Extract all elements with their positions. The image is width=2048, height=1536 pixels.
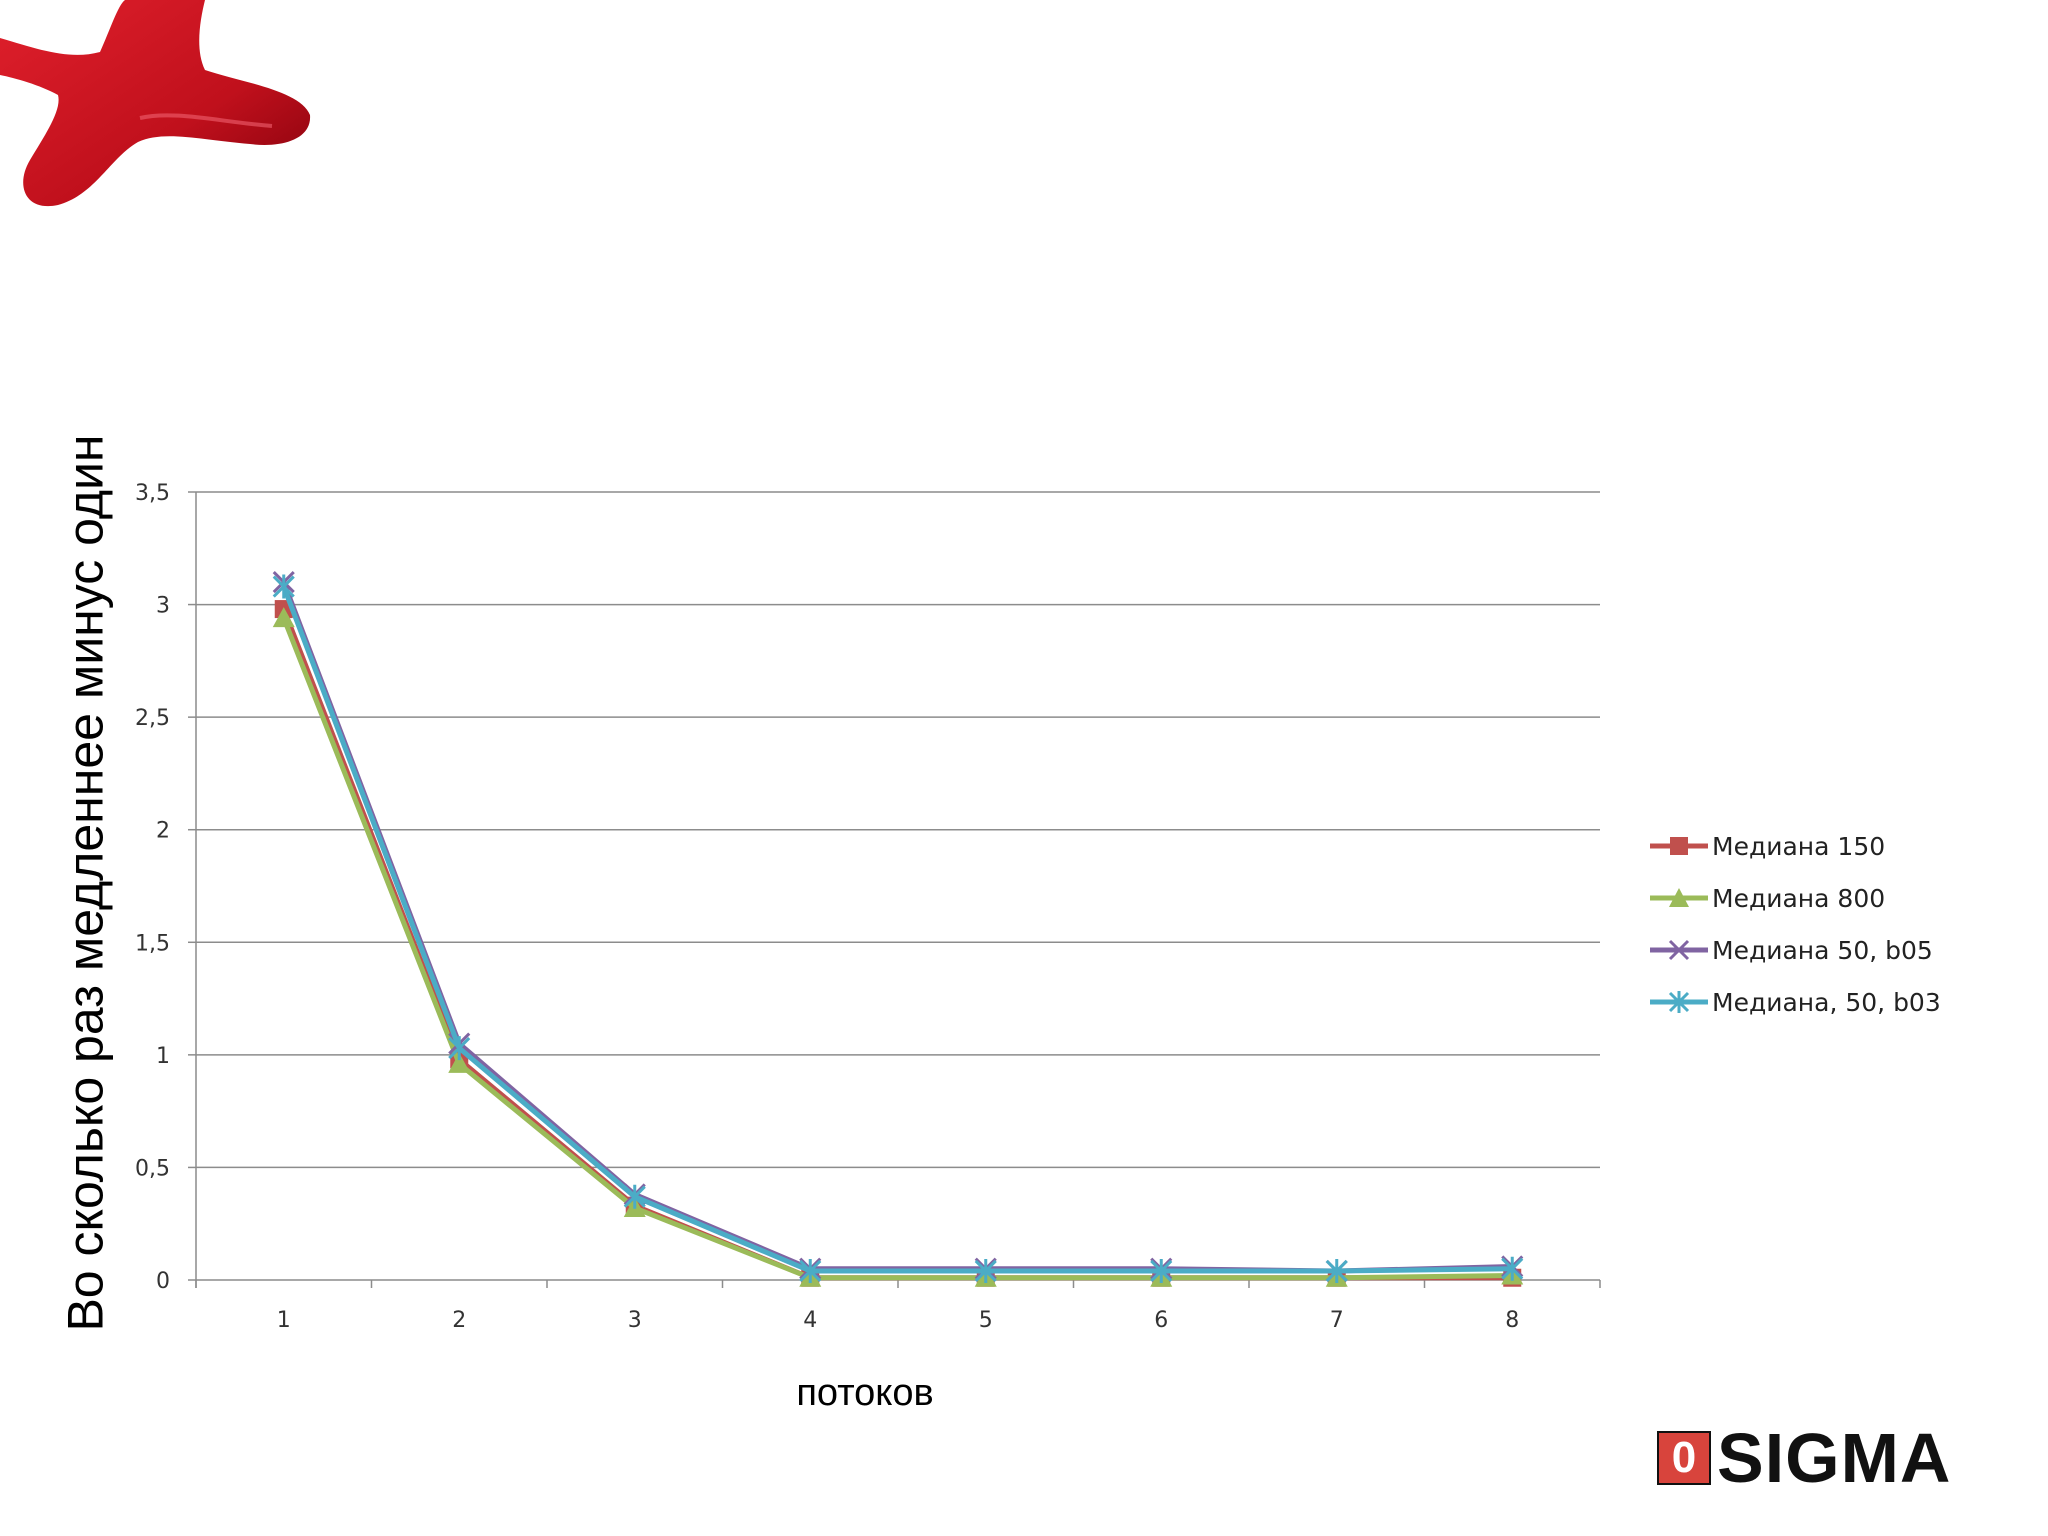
series-line-4	[281, 585, 1513, 1274]
data-point	[448, 1036, 471, 1061]
data-point	[974, 1258, 997, 1283]
y-tick-label: 1	[156, 1044, 170, 1069]
legend-label: Медиана, 50, b03	[1712, 987, 1941, 1017]
legend-swatch	[1650, 939, 1708, 961]
data-point	[1325, 1258, 1348, 1283]
data-point	[623, 1184, 646, 1209]
data-point	[448, 1052, 471, 1073]
sigma-logo-mark: 0	[1657, 1431, 1711, 1485]
y-tick-label: 3,5	[135, 481, 170, 506]
x-tick-label: 8	[1505, 1308, 1519, 1333]
x-tick-label: 3	[628, 1308, 642, 1333]
x-tick-label: 1	[277, 1308, 291, 1333]
legend-swatch	[1650, 888, 1708, 907]
data-point	[272, 574, 295, 599]
x-tick-label: 2	[452, 1308, 466, 1333]
y-tick-label: 0,5	[135, 1156, 170, 1181]
legend-swatch	[1650, 837, 1708, 855]
data-point	[1150, 1258, 1173, 1283]
legend-item: Медиана 150	[1648, 820, 1941, 872]
y-tick-label: 2,5	[135, 706, 170, 731]
series-line-2	[281, 617, 1513, 1281]
data-point	[272, 607, 295, 628]
y-tick-label: 1,5	[135, 931, 170, 956]
sigma-logo: 0 SIGMA	[1657, 1419, 1952, 1497]
legend-label: Медиана 150	[1712, 831, 1886, 861]
y-tick-label: 3	[156, 594, 170, 619]
legend-item: Медиана 800	[1648, 872, 1941, 924]
data-point	[1501, 1256, 1524, 1281]
x-tick-label: 4	[803, 1308, 817, 1333]
y-axis-label: Во сколько раз медленнее минус один	[58, 433, 115, 1332]
red-star-decoration	[0, 0, 311, 207]
legend-item: Медиана, 50, b03	[1648, 976, 1941, 1028]
data-point	[799, 1258, 822, 1283]
x-tick-label: 5	[979, 1308, 993, 1333]
legend-label: Медиана 800	[1712, 883, 1886, 913]
x-tick-label: 7	[1330, 1308, 1344, 1333]
sigma-logo-text: SIGMA	[1717, 1419, 1952, 1497]
y-tick-label: 2	[156, 819, 170, 844]
y-tick-label: 0	[156, 1269, 170, 1294]
x-axis-label: потоков	[796, 1372, 934, 1414]
legend-swatch	[1650, 991, 1708, 1013]
x-tick-label: 6	[1154, 1308, 1168, 1333]
chart-legend: Медиана 150 Медиана 800 Медиана 50, b05 Мед…	[1648, 820, 1941, 1028]
series-line-1	[281, 608, 1513, 1281]
legend-item: Медиана 50, b05	[1648, 924, 1941, 976]
legend-label: Медиана 50, b05	[1712, 935, 1933, 965]
